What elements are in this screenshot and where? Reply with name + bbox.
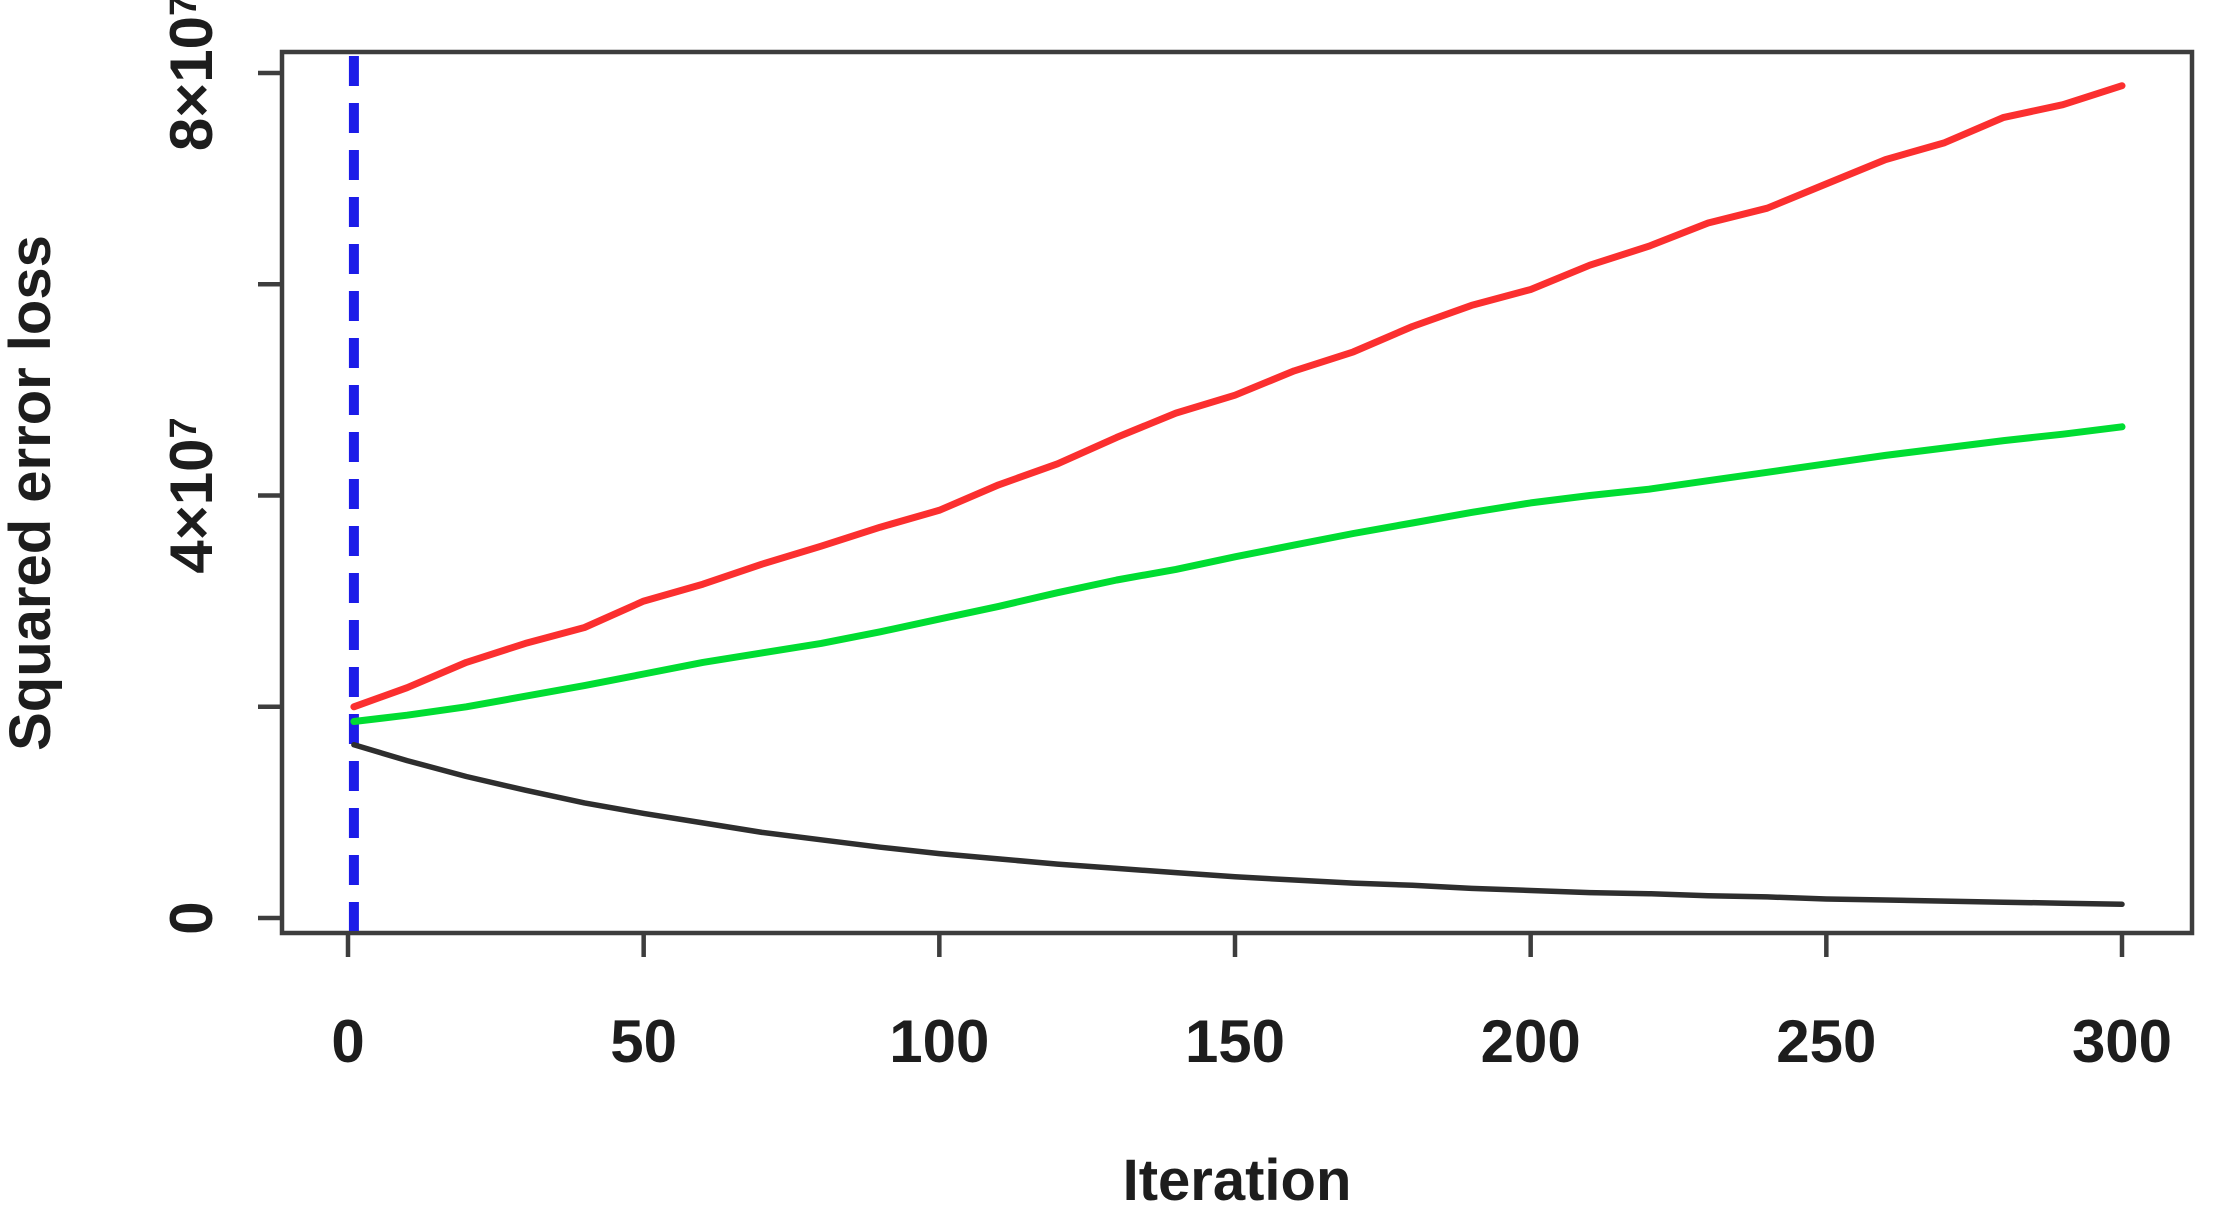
series-lines	[350, 82, 2126, 908]
x-axis-ticks	[345, 933, 2125, 957]
y-tick-label: 4×107	[158, 417, 225, 573]
y-tick-label: 8×107	[158, 0, 225, 151]
x-tick-label: 100	[889, 1008, 989, 1075]
x-axis-label: Iteration	[1123, 1148, 1352, 1213]
x-tick-label: 300	[2072, 1008, 2172, 1075]
series-green-line	[350, 423, 2126, 725]
series-black-line	[351, 742, 2125, 908]
y-tick-label: 0	[158, 901, 225, 934]
x-tick-label: 50	[610, 1008, 677, 1075]
y-axis-ticks	[258, 70, 282, 921]
y-axis-tick-labels: 0 4×107 8×107	[158, 0, 225, 935]
x-tick-label: 0	[331, 1008, 364, 1075]
x-tick-label: 250	[1776, 1008, 1876, 1075]
series-red-line	[350, 82, 2126, 711]
x-tick-label: 150	[1185, 1008, 1285, 1075]
x-axis-tick-labels: 0 50 100 150 200 250 300	[331, 1008, 2172, 1075]
x-tick-label: 200	[1481, 1008, 1581, 1075]
y-axis-label: Squared error loss	[0, 235, 63, 751]
